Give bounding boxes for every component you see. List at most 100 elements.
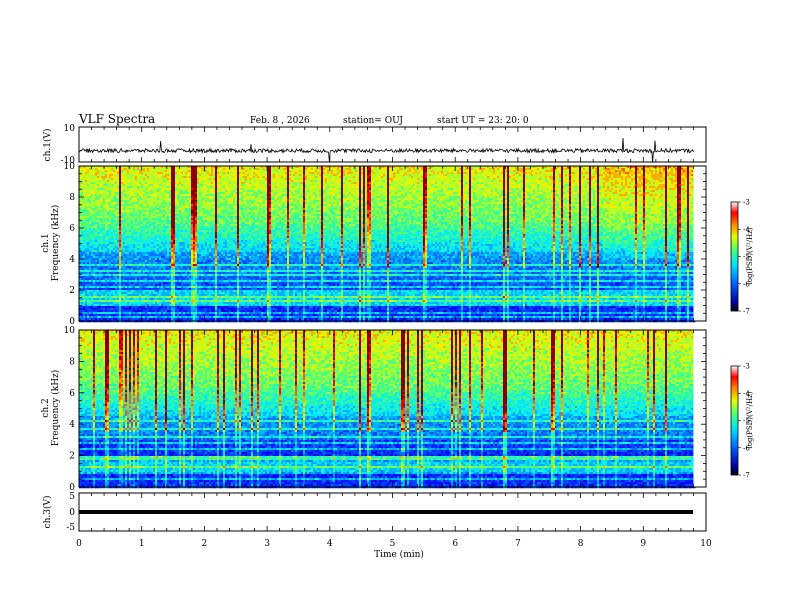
spectrogram-cell [387, 182, 389, 184]
spectrogram-cell [669, 194, 671, 196]
spectrogram-cell [491, 196, 495, 198]
spectrogram-cell [495, 188, 497, 190]
spectrogram-cell [139, 172, 143, 174]
spectrogram-cell [471, 188, 473, 190]
spectrogram-cell [503, 188, 505, 190]
spectrogram-cell [587, 206, 589, 208]
spectrogram-cell [327, 192, 335, 194]
spectrogram-cell [515, 194, 517, 196]
spectrogram-cell [503, 172, 505, 174]
spectrogram-cell [369, 188, 371, 190]
spectrogram-cell [633, 198, 635, 200]
spectrogram-cell [355, 172, 359, 174]
spectrogram-cell [631, 178, 635, 180]
spectrogram-cell [117, 174, 119, 176]
spectrogram-cell [363, 196, 365, 198]
spectrogram-cell [171, 190, 175, 192]
spectrogram-cell [289, 190, 291, 192]
spectrogram-cell [559, 172, 561, 174]
spectrogram-cell [683, 174, 685, 176]
spectrogram-cell [199, 178, 207, 180]
spectrogram-cell [551, 168, 553, 170]
spectrogram-cell [157, 206, 159, 208]
spectrogram-cell [123, 192, 125, 194]
spectrogram-cell [241, 184, 243, 186]
spectrogram-cell [673, 206, 675, 208]
spectrogram-cell [167, 192, 171, 194]
spectrogram-cell [463, 202, 465, 204]
spectrogram-cell [565, 180, 567, 182]
spectrogram-cell [427, 188, 429, 190]
spectrogram-cell [317, 178, 321, 180]
spectrogram-cell [641, 180, 643, 182]
spectrogram-cell [621, 200, 629, 202]
spectrogram-cell [215, 184, 217, 186]
spectrogram-cell [187, 198, 189, 200]
spectrogram-cell [179, 170, 183, 172]
spectrogram-cell [489, 188, 491, 190]
spectrogram-cell [91, 196, 95, 198]
spectrogram-cell [181, 198, 183, 200]
spectrogram-cell [361, 180, 363, 182]
spectrogram-cell [521, 204, 523, 206]
spectrogram-cell [603, 200, 605, 202]
spectrogram-cell [479, 178, 481, 180]
spectrogram-cell [539, 174, 541, 176]
spectrogram-cell [127, 186, 133, 188]
spectrogram-cell [157, 188, 161, 190]
spectrogram-cell [517, 194, 521, 196]
spectrogram-cell [351, 206, 353, 208]
spectrogram-cell [161, 186, 167, 188]
spectrogram-cell [213, 178, 215, 180]
spectrogram-cell [639, 182, 641, 184]
spectrogram-cell [441, 172, 443, 174]
spectrogram-cell [491, 180, 493, 182]
spectrogram-cell [257, 202, 259, 204]
spectrogram-cell [633, 182, 635, 184]
spectrogram-cell [523, 168, 525, 170]
spectrogram-cell [151, 194, 157, 196]
spectrogram-cell [433, 198, 437, 200]
spectrogram-cell [593, 192, 595, 194]
spectrogram-cell [247, 180, 249, 182]
spectrogram-cell [281, 188, 285, 190]
spectrogram-cell [325, 186, 327, 188]
spectrogram-cell [285, 202, 287, 204]
spectrogram-cell [119, 204, 121, 206]
spectrogram-cell [599, 192, 601, 194]
spectrogram-cell [243, 204, 245, 206]
spectrogram-cell [643, 172, 645, 174]
spectrogram-cell [171, 184, 175, 186]
spectrogram-cell [669, 204, 675, 206]
spectrogram-cell [687, 204, 689, 206]
spectrogram-cell [301, 204, 303, 206]
spectrogram-cell [659, 206, 661, 208]
spectrogram-cell [507, 176, 509, 178]
spectrogram-cell [637, 180, 639, 182]
spectrogram-cell [285, 188, 287, 190]
spectrogram-cell [639, 168, 641, 170]
spectrogram-cell [125, 190, 127, 192]
spectrogram-cell [119, 168, 121, 170]
spectrogram-cell [233, 204, 235, 206]
spectrogram-cell [443, 204, 445, 206]
spectrogram-cell [85, 194, 87, 196]
spectrogram-cell [145, 192, 149, 194]
spectrogram-cell [553, 184, 555, 186]
spectrogram-cell [505, 206, 507, 208]
spectrogram-cell [321, 204, 323, 206]
spectrogram-cell [555, 178, 561, 180]
spectrogram-cell [405, 172, 407, 174]
spectrogram-cell [507, 196, 509, 198]
spectrogram-cell [353, 194, 355, 196]
spectrogram-cell [141, 186, 143, 188]
spectrogram-cell [581, 200, 583, 202]
spectrogram-cell [287, 194, 289, 196]
spectrogram-cell [143, 204, 147, 206]
spectrogram-cell [521, 180, 523, 182]
spectrogram-cell [527, 198, 531, 200]
spectrogram-cell [375, 172, 379, 174]
spectrogram-cell [561, 186, 563, 188]
spectrogram-cell [521, 200, 523, 202]
spectrogram-cell [513, 174, 515, 176]
